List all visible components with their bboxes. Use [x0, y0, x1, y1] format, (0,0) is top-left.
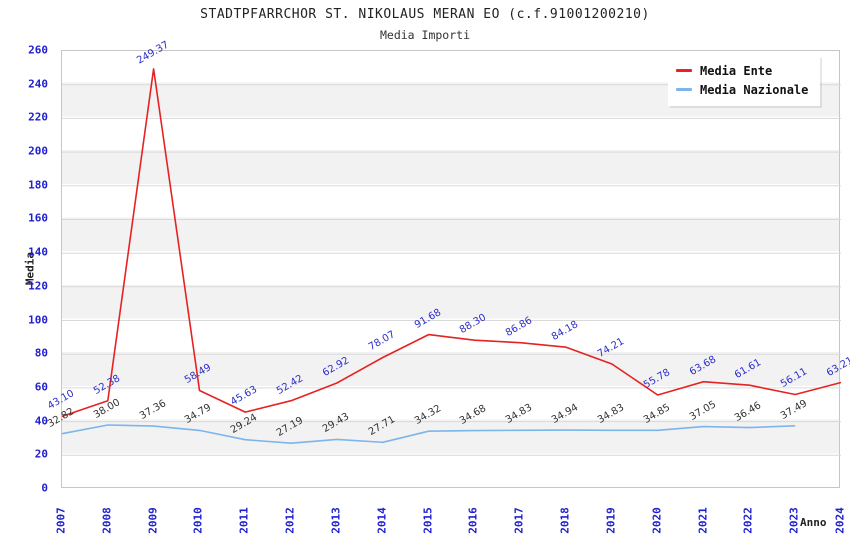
- legend-dash-icon: [676, 88, 692, 91]
- x-tick-label: 2017: [512, 507, 526, 534]
- legend: Media Ente Media Nazionale: [668, 56, 821, 106]
- x-tick-label: 2008: [100, 507, 114, 534]
- y-tick-label: 120: [28, 279, 48, 293]
- y-axis-title: Media: [23, 251, 37, 286]
- y-tick-label: 140: [28, 245, 48, 259]
- y-tick-label: 180: [28, 178, 48, 192]
- x-tick-label: 2013: [329, 507, 343, 534]
- legend-item-media-nazionale[interactable]: Media Nazionale: [676, 80, 808, 99]
- x-tick-label: 2011: [237, 507, 251, 534]
- x-tick-label: 2015: [421, 507, 435, 534]
- x-tick-label: 2019: [604, 507, 618, 534]
- y-tick-label: 60: [34, 380, 48, 394]
- x-tick-label: 2021: [696, 507, 710, 534]
- x-tick-label: 2022: [741, 507, 755, 534]
- y-tick-label: 40: [34, 414, 48, 428]
- x-tick-label: 2007: [54, 507, 68, 534]
- legend-label: Media Nazionale: [700, 82, 809, 97]
- legend-label: Media Ente: [700, 63, 773, 78]
- y-tick-label: 240: [28, 77, 48, 91]
- y-tick-label: 20: [34, 447, 48, 461]
- legend-item-media-ente[interactable]: Media Ente: [676, 61, 808, 80]
- x-tick-label: 2016: [466, 507, 480, 534]
- y-tick-label: 260: [28, 43, 48, 57]
- series-lines: [61, 68, 842, 456]
- y-tick-label: 220: [28, 110, 48, 124]
- x-tick-label: 2010: [191, 507, 205, 534]
- x-tick-label: 2009: [146, 507, 160, 534]
- y-tick-label: 200: [28, 144, 48, 158]
- x-tick-label: 2014: [375, 507, 389, 534]
- chart-title: STADTPFARRCHOR ST. NIKOLAUS MERAN EO (c.…: [200, 7, 650, 22]
- y-tick-label: 0: [41, 481, 48, 495]
- chart-subtitle: Media Importi: [379, 28, 470, 42]
- y-tick-label: 100: [28, 313, 48, 327]
- x-axis-title: Anno: [800, 516, 827, 529]
- plot-area: [61, 50, 842, 488]
- x-tick-label: 2024: [833, 507, 847, 534]
- y-tick-label: 160: [28, 211, 48, 225]
- series-line-1: [61, 68, 842, 418]
- x-tick-label: 2012: [283, 507, 297, 534]
- x-tick-label: 2023: [787, 507, 801, 534]
- y-tick-label: 80: [34, 346, 48, 360]
- series-line-0: [61, 424, 796, 445]
- x-tick-label: 2018: [558, 507, 572, 534]
- legend-dash-icon: [676, 69, 692, 72]
- x-tick-label: 2020: [650, 507, 664, 534]
